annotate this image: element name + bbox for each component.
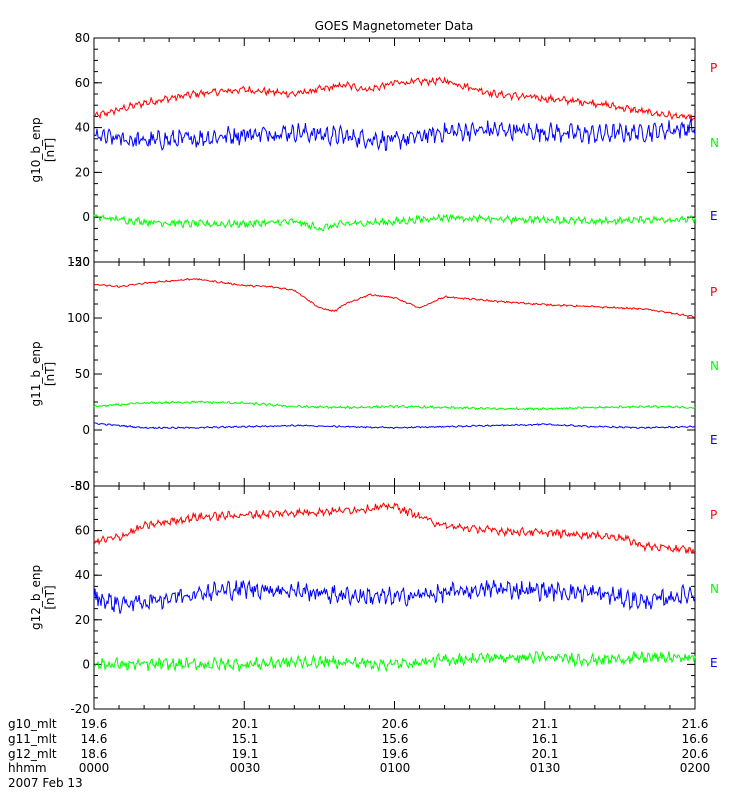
x-tick-label: 14.6 <box>80 732 108 746</box>
y-tick-label: -20 <box>70 702 90 716</box>
series-line-P <box>93 502 696 555</box>
y-tick-label: 80 <box>75 31 90 45</box>
series-line-E <box>93 579 696 614</box>
y-tick-label: 40 <box>75 568 90 582</box>
x-row-label: g10_mlt <box>8 717 57 731</box>
x-tick-label: 21.1 <box>531 717 559 731</box>
x-tick-label: 19.6 <box>80 717 108 731</box>
y-tick-label: 0 <box>82 423 90 437</box>
legend-entry-N: N <box>710 136 719 150</box>
y-axis-label: g10_b_enp <box>29 117 43 182</box>
legend-entry-E: E <box>710 433 718 447</box>
y-tick-label: -50 <box>70 479 90 493</box>
y-axis-units: [nT] <box>43 362 57 386</box>
y-tick-label: -20 <box>70 255 90 269</box>
legend-entry-N: N <box>710 582 719 596</box>
y-axis-label: g12_b_enp <box>29 565 43 630</box>
x-tick-label: 18.6 <box>80 747 108 761</box>
x-tick-label: 0030 <box>229 761 261 775</box>
legend-entry-E: E <box>710 656 718 670</box>
series-line-P <box>93 76 696 122</box>
panel-frame <box>93 261 696 487</box>
legend-entry-N: N <box>710 359 719 373</box>
x-tick-label: 0100 <box>379 761 411 775</box>
x-tick-label: 20.1 <box>231 717 259 731</box>
y-axis-label: g11_b_enp <box>29 341 43 406</box>
x-tick-label: 16.1 <box>531 732 559 746</box>
y-tick-label: 40 <box>75 121 90 135</box>
series-line-N <box>93 400 696 411</box>
x-tick-label: 21.6 <box>681 717 709 731</box>
x-tick-label: 0200 <box>679 761 711 775</box>
legend-entry-P: P <box>710 61 717 75</box>
chart-title: GOES Magnetometer Data <box>315 19 474 33</box>
legend-entry-E: E <box>710 209 718 223</box>
series-line-N <box>93 650 696 673</box>
y-tick-label: 0 <box>82 657 90 671</box>
x-tick-label: 20.6 <box>681 747 709 761</box>
y-tick-label: 0 <box>82 210 90 224</box>
x-tick-label: 19.1 <box>231 747 259 761</box>
x-tick-label: 20.1 <box>531 747 559 761</box>
panel-frame <box>93 37 696 263</box>
y-tick-label: 60 <box>75 524 90 538</box>
y-tick-label: 80 <box>75 479 90 493</box>
legend-entry-P: P <box>710 285 717 299</box>
y-tick-label: 150 <box>67 255 90 269</box>
y-tick-label: 50 <box>75 367 90 381</box>
x-row-label: hhmm <box>8 761 47 775</box>
x-tick-label: 15.6 <box>381 732 409 746</box>
y-tick-label: 60 <box>75 76 90 90</box>
x-row-label: g11_mlt <box>8 732 57 746</box>
y-axis-units: [nT] <box>43 138 57 162</box>
x-tick-label: 0000 <box>78 761 110 775</box>
x-tick-label: 0130 <box>529 761 561 775</box>
series-line-E <box>93 422 696 430</box>
y-tick-label: 20 <box>75 165 90 179</box>
x-tick-label: 15.1 <box>231 732 259 746</box>
date-label: 2007 Feb 13 <box>8 776 83 790</box>
y-tick-label: 100 <box>67 311 90 325</box>
y-tick-label: 20 <box>75 613 90 627</box>
legend-entry-P: P <box>710 508 717 522</box>
x-row-label: g12_mlt <box>8 747 57 761</box>
x-tick-label: 19.6 <box>381 747 409 761</box>
series-line-N <box>93 213 696 231</box>
series-line-P <box>93 277 696 318</box>
series-line-E <box>93 118 696 152</box>
x-tick-label: 20.6 <box>381 717 409 731</box>
x-tick-label: 16.6 <box>681 732 709 746</box>
y-axis-units: [nT] <box>43 585 57 609</box>
